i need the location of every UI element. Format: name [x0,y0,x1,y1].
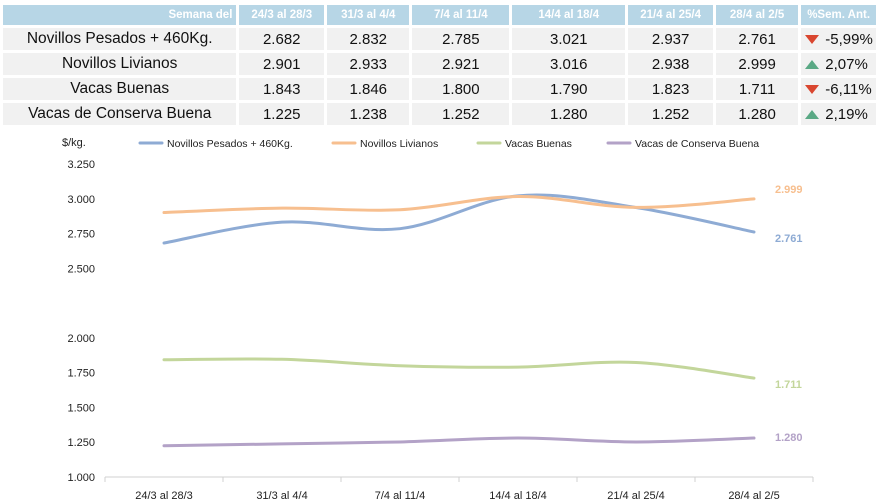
y-tick-label: 1.500 [67,402,95,414]
row-category-name: Novillos Livianos [3,53,237,75]
row-category-name: Novillos Pesados + 460Kg. [3,28,237,50]
price-cell: 1.280 [715,103,799,125]
series-end-label: 2.761 [775,233,803,245]
weekly-change-cell: -5,99% [801,28,876,50]
weekly-change-value: -6,11% [825,80,872,98]
x-tick-label: 28/4 al 2/5 [728,490,779,502]
price-cell: 1.823 [628,78,713,100]
price-cell: 1.252 [412,103,510,125]
legend-entry: Vacas de Conserva Buena [635,138,759,150]
week-header: 14/4 al 18/4 [512,5,626,25]
table-row: Novillos Livianos 2.901 2.933 2.921 3.016 2.9… [3,53,876,75]
price-cell: 2.761 [715,28,799,50]
table-row: Novillos Pesados + 460Kg. 2.682 2.832 2.785… [3,28,876,50]
table-row: Vacas Buenas 1.843 1.846 1.800 1.790 1.823 1.7… [3,78,876,100]
legend-entry: Novillos Livianos [360,138,438,150]
triangle-down-icon [805,35,820,45]
change-header: %Sem. Ant. [801,5,876,25]
row-category-name: Vacas de Conserva Buena [3,103,237,125]
legend-entry: Novillos Pesados + 460Kg. [167,138,293,150]
x-tick-label: 14/4 al 18/4 [489,490,547,502]
table-row: Vacas de Conserva Buena 1.225 1.238 1.252 1.… [3,103,876,125]
price-cell: 2.832 [327,28,410,50]
price-cell: 2.921 [412,53,510,75]
price-cell: 1.225 [239,103,325,125]
x-tick-label: 31/3 al 4/4 [256,490,307,502]
series-end-label: 1.280 [775,432,803,444]
table-header-row: Semana del 24/3 al 28/3 31/3 al 4/4 7/4 … [3,5,876,25]
y-tick-label: 3.000 [67,194,95,206]
y-tick-label: 1.250 [67,437,95,449]
weekly-change-cell: 2,07% [801,53,876,75]
x-tick-label: 24/3 al 28/3 [135,490,193,502]
header-week-label: Semana del [3,5,237,25]
week-header: 7/4 al 11/4 [412,5,510,25]
row-category-name: Vacas Buenas [3,78,237,100]
triangle-up-icon [805,110,820,120]
x-tick-label: 7/4 al 11/4 [375,490,426,502]
week-header: 24/3 al 28/3 [239,5,325,25]
y-tick-label: 2.500 [67,263,95,275]
y-tick-label: 2.750 [67,229,95,241]
price-cell: 1.280 [512,103,626,125]
price-cell: 3.021 [512,28,626,50]
x-tick-label: 21/4 al 25/4 [607,490,665,502]
price-cell: 1.800 [412,78,510,100]
series-end-label: 2.999 [775,184,803,196]
week-header: 28/4 al 2/5 [715,5,799,25]
series-line [162,195,756,215]
price-cell: 1.238 [327,103,410,125]
week-header: 21/4 al 25/4 [628,5,713,25]
y-axis-title: $/kg. [62,137,86,149]
y-tick-label: 1.750 [67,368,95,380]
price-cell: 2.682 [239,28,325,50]
weekly-change-value: -5,99% [825,30,873,48]
series-line [162,436,756,448]
price-cell: 2.785 [412,28,510,50]
series-line [162,357,756,380]
price-cell: 1.846 [327,78,410,100]
price-table: Semana del 24/3 al 28/3 31/3 al 4/4 7/4 … [0,2,879,128]
price-cell: 1.790 [512,78,626,100]
weekly-change-value: 2,07% [825,55,868,73]
price-cell: 1.711 [715,78,799,100]
legend-entry: Vacas Buenas [505,138,572,150]
price-cell: 2.901 [239,53,325,75]
triangle-down-icon [805,85,820,95]
price-cell: 1.252 [628,103,713,125]
price-cell: 3.016 [512,53,626,75]
y-tick-label: 3.250 [67,159,95,171]
price-cell: 2.938 [628,53,713,75]
series-end-label: 1.711 [775,379,802,391]
weekly-change-cell: 2,19% [801,103,876,125]
price-line-chart: $/kg. 1.000 1.250 1.500 1.750 2.000 2.500 2.750… [62,137,814,502]
week-header: 31/3 al 4/4 [327,5,410,25]
price-cell: 2.999 [715,53,799,75]
triangle-up-icon [805,60,820,70]
y-tick-label: 1.000 [67,472,95,484]
price-cell: 1.843 [239,78,325,100]
y-tick-label: 2.000 [67,333,95,345]
weekly-change-cell: -6,11% [801,78,876,100]
weekly-change-value: 2,19% [825,105,868,123]
series-line [162,193,756,245]
price-cell: 2.933 [327,53,410,75]
price-cell: 2.937 [628,28,713,50]
